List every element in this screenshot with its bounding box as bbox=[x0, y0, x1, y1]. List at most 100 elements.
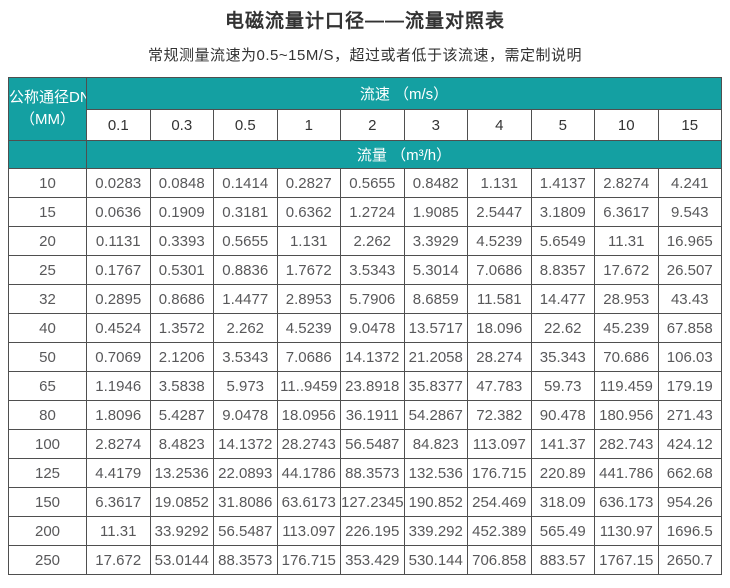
dn-cell: 40 bbox=[8, 313, 87, 343]
page-subtitle: 常规测量流速为0.5~15M/S，超过或者低于该流速，需定制说明 bbox=[148, 47, 582, 64]
dn-cell: 200 bbox=[8, 516, 87, 546]
flow-value-cell: 9.0478 bbox=[340, 313, 405, 343]
flow-value-cell: 35.343 bbox=[530, 342, 595, 372]
flow-value-cell: 53.0144 bbox=[149, 545, 214, 575]
flow-value-cell: 0.5301 bbox=[149, 255, 214, 285]
flow-value-cell: 226.195 bbox=[340, 516, 405, 546]
flow-value-cell: 47.783 bbox=[467, 371, 532, 401]
flow-value-cell: 271.43 bbox=[657, 400, 722, 430]
flow-value-cell: 0.8482 bbox=[403, 168, 468, 198]
table-row: 125 4.4179 13.2536 22.0893 44.1786 88.3573 132… bbox=[8, 458, 722, 488]
flow-value-cell: 7.0686 bbox=[467, 255, 532, 285]
flow-value-cell: 0.0848 bbox=[149, 168, 214, 198]
speed-value-cell: 15 bbox=[657, 109, 722, 141]
flow-value-cell: 4.5239 bbox=[276, 313, 341, 343]
flow-value-cell: 5.3014 bbox=[403, 255, 468, 285]
flow-value-cell: 28.274 bbox=[467, 342, 532, 372]
dn-cell: 10 bbox=[8, 168, 87, 198]
flow-value-cell: 106.03 bbox=[657, 342, 722, 372]
flow-value-cell: 180.956 bbox=[594, 400, 659, 430]
flow-value-cell: 31.8086 bbox=[213, 487, 278, 517]
corner-header-dn: 公称通径DN （MM） bbox=[8, 77, 87, 141]
table-row: 25 0.1767 0.5301 0.8836 1.7672 3.5343 5.3014 7.… bbox=[8, 255, 722, 285]
flow-value-cell: 3.5343 bbox=[213, 342, 278, 372]
speed-value-cell: 10 bbox=[594, 109, 659, 141]
table-row: 200 11.31 33.9292 56.5487 113.097 226.195 339.… bbox=[8, 516, 722, 546]
flow-value-cell: 0.5655 bbox=[213, 226, 278, 256]
flow-value-cell: 36.1911 bbox=[340, 400, 405, 430]
flow-value-cell: 3.5343 bbox=[340, 255, 405, 285]
flow-value-cell: 9.0478 bbox=[213, 400, 278, 430]
flow-value-cell: 254.469 bbox=[467, 487, 532, 517]
flow-value-cell: 1.131 bbox=[276, 226, 341, 256]
corner-header-line2: （MM） bbox=[20, 111, 75, 128]
flow-value-cell: 1.4477 bbox=[213, 284, 278, 314]
flow-value-cell: 0.5655 bbox=[340, 168, 405, 198]
flow-value-cell: 318.09 bbox=[530, 487, 595, 517]
flow-value-cell: 2650.7 bbox=[657, 545, 722, 575]
dn-cell: 25 bbox=[8, 255, 87, 285]
flow-value-cell: 127.2345 bbox=[340, 487, 405, 517]
flow-value-cell: 3.3929 bbox=[403, 226, 468, 256]
header-row-flow-unit: 流量 （m³/h） bbox=[8, 140, 722, 169]
flow-value-cell: 14.1372 bbox=[340, 342, 405, 372]
flow-value-cell: 22.0893 bbox=[213, 458, 278, 488]
flow-value-cell: 0.8686 bbox=[149, 284, 214, 314]
flow-value-cell: 5.6549 bbox=[530, 226, 595, 256]
flow-value-cell: 662.68 bbox=[657, 458, 722, 488]
flow-value-cell: 1.7672 bbox=[276, 255, 341, 285]
dn-cell: 150 bbox=[8, 487, 87, 517]
table-row: 100 2.8274 8.4823 14.1372 28.2743 56.5487 84.8… bbox=[8, 429, 722, 459]
flow-value-cell: 1.1946 bbox=[86, 371, 151, 401]
table-row: 250 17.672 53.0144 88.3573 176.715 353.429 530… bbox=[8, 545, 722, 575]
dn-cell: 65 bbox=[8, 371, 87, 401]
flow-value-cell: 8.6859 bbox=[403, 284, 468, 314]
flow-value-cell: 6.3617 bbox=[594, 197, 659, 227]
flow-value-cell: 14.1372 bbox=[213, 429, 278, 459]
table-row: 80 1.8096 5.4287 9.0478 18.0956 36.1911 54.286… bbox=[8, 400, 722, 430]
flow-value-cell: 2.1206 bbox=[149, 342, 214, 372]
flow-value-cell: 3.5838 bbox=[149, 371, 214, 401]
table-row: 32 0.2895 0.8686 1.4477 2.8953 5.7906 8.6859 11… bbox=[8, 284, 722, 314]
flow-value-cell: 706.858 bbox=[467, 545, 532, 575]
flow-value-cell: 16.965 bbox=[657, 226, 722, 256]
dn-cell: 100 bbox=[8, 429, 87, 459]
table-body: 10 0.0283 0.0848 0.1414 0.2827 0.5655 0.8482 1.… bbox=[8, 168, 722, 575]
flow-value-cell: 1.9085 bbox=[403, 197, 468, 227]
flow-value-cell: 45.239 bbox=[594, 313, 659, 343]
header-row-velocity: 公称通径DN （MM） 流速 （m/s） bbox=[8, 77, 722, 141]
flow-value-cell: 176.715 bbox=[276, 545, 341, 575]
flow-value-cell: 0.7069 bbox=[86, 342, 151, 372]
flow-value-cell: 2.8274 bbox=[594, 168, 659, 198]
table-row: 10 0.0283 0.0848 0.1414 0.2827 0.5655 0.8482 1.… bbox=[8, 168, 722, 198]
flow-value-cell: 176.715 bbox=[467, 458, 532, 488]
flow-value-cell: 0.1909 bbox=[149, 197, 214, 227]
flow-value-cell: 26.507 bbox=[657, 255, 722, 285]
flow-value-cell: 0.1131 bbox=[86, 226, 151, 256]
table-row: 40 0.4524 1.3572 2.262 4.5239 9.0478 13.5717 18… bbox=[8, 313, 722, 343]
flow-value-cell: 56.5487 bbox=[213, 516, 278, 546]
flow-value-cell: 0.0636 bbox=[86, 197, 151, 227]
flow-value-cell: 44.1786 bbox=[276, 458, 341, 488]
flow-value-cell: 8.4823 bbox=[149, 429, 214, 459]
flow-value-cell: 2.8274 bbox=[86, 429, 151, 459]
flow-value-cell: 2.8953 bbox=[276, 284, 341, 314]
flow-value-cell: 88.3573 bbox=[213, 545, 278, 575]
flow-value-cell: 113.097 bbox=[467, 429, 532, 459]
flow-value-cell: 6.3617 bbox=[86, 487, 151, 517]
flow-value-cell: 1.3572 bbox=[149, 313, 214, 343]
flow-value-cell: 282.743 bbox=[594, 429, 659, 459]
dn-cell: 50 bbox=[8, 342, 87, 372]
flow-value-cell: 2.5447 bbox=[467, 197, 532, 227]
flow-value-cell: 2.262 bbox=[340, 226, 405, 256]
flow-value-cell: 1.2724 bbox=[340, 197, 405, 227]
speed-value-cell: 5 bbox=[530, 109, 595, 141]
flow-value-cell: 7.0686 bbox=[276, 342, 341, 372]
flow-value-cell: 0.3181 bbox=[213, 197, 278, 227]
flow-value-cell: 119.459 bbox=[594, 371, 659, 401]
flow-value-cell: 33.9292 bbox=[149, 516, 214, 546]
dn-cell: 250 bbox=[8, 545, 87, 575]
flow-value-cell: 220.89 bbox=[530, 458, 595, 488]
flow-value-cell: 441.786 bbox=[594, 458, 659, 488]
flow-value-cell: 424.12 bbox=[657, 429, 722, 459]
